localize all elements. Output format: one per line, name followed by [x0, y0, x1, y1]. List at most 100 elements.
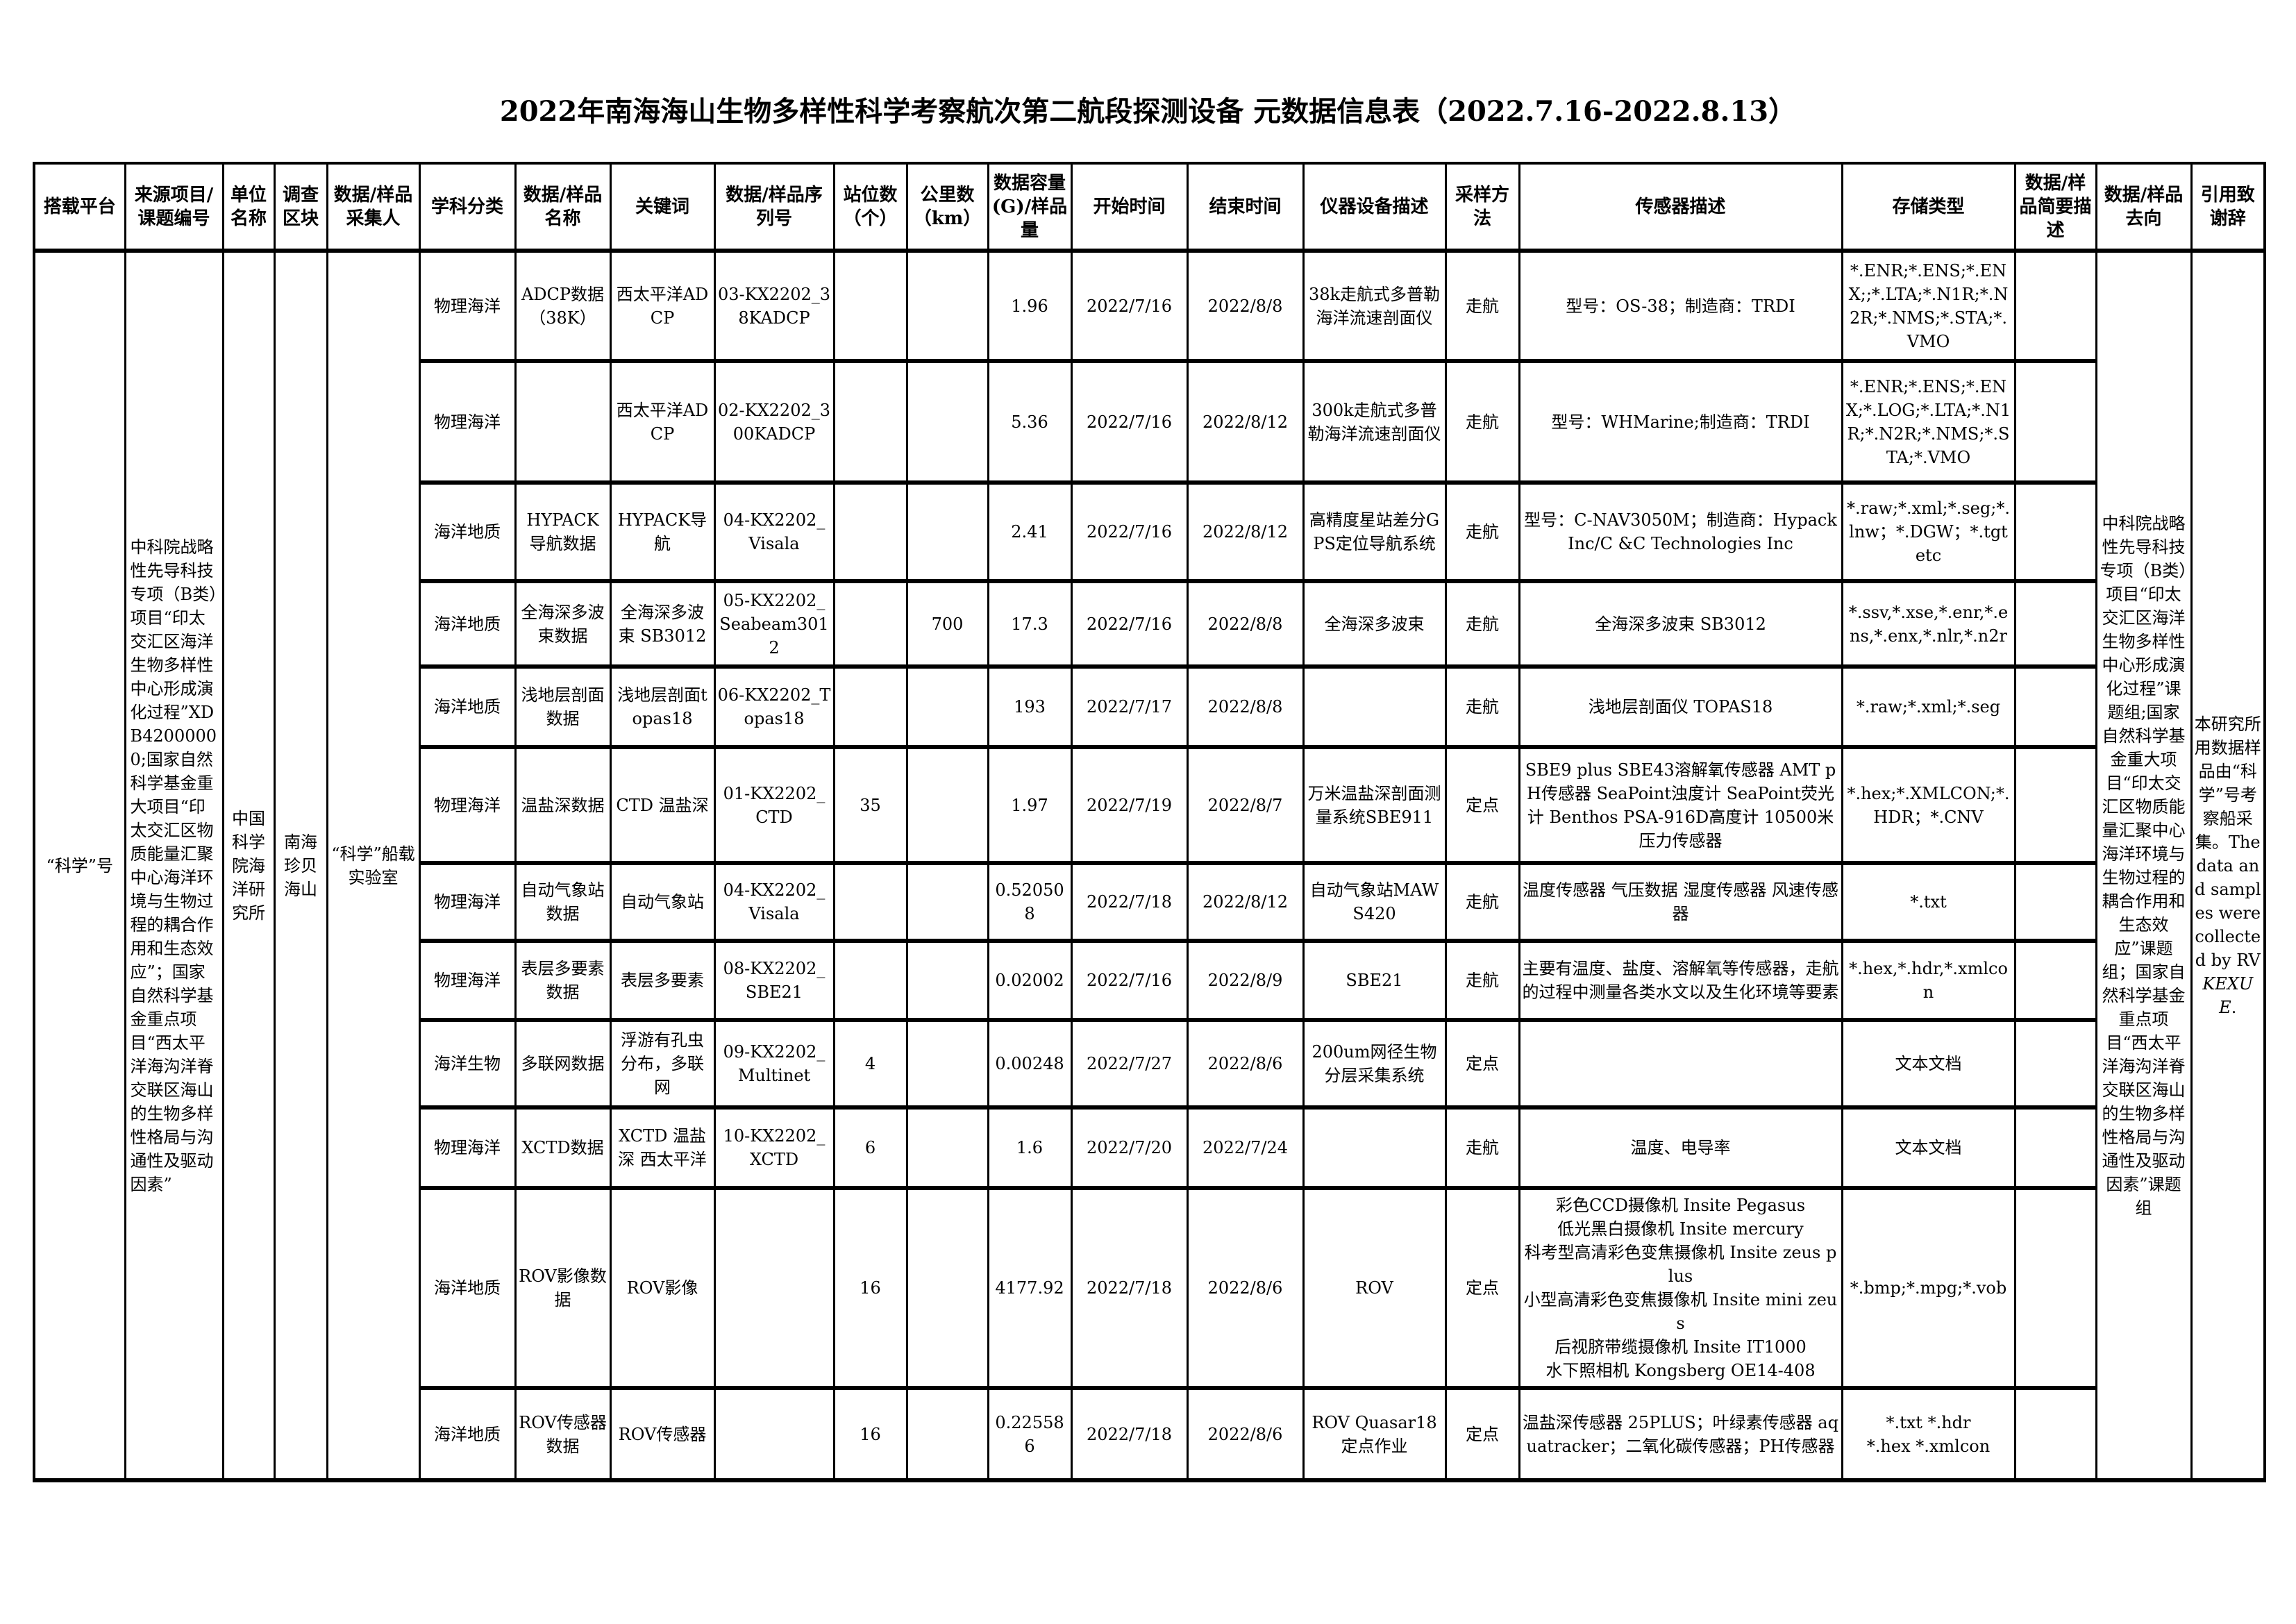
- sensor-cell: 型号：WHMarine;制造商：TRDI: [1518, 360, 1843, 484]
- km-cell: 700: [905, 580, 989, 668]
- instrument-cell: 38k走航式多普勒海洋流速剖面仪: [1302, 249, 1447, 362]
- column-header: 单位名称: [221, 162, 276, 252]
- column-header: 数据/样品名称: [514, 162, 612, 252]
- summary-cell: [2013, 1387, 2097, 1482]
- column-header: 开始时间: [1070, 162, 1189, 252]
- discipline-cell: 海洋地质: [418, 1187, 517, 1389]
- stations-cell: [832, 481, 908, 583]
- discipline-cell: 海洋地质: [418, 665, 517, 748]
- summary-cell: [2013, 1019, 2097, 1109]
- keyword-cell: CTD 温盐深: [609, 746, 716, 864]
- end-date-cell: 2022/8/8: [1186, 249, 1305, 362]
- ship-name-italic: KEXUE: [2202, 973, 2254, 1017]
- start-date-cell: 2022/7/19: [1070, 746, 1189, 864]
- storage-cell: *.raw;*.xml;*.seg: [1841, 665, 2016, 748]
- km-cell: [905, 862, 989, 942]
- stations-cell: [832, 862, 908, 942]
- discipline-cell: 海洋地质: [418, 481, 517, 583]
- serial-cell: 04-KX2202_Visala: [713, 481, 835, 583]
- start-date-cell: 2022/7/18: [1070, 1387, 1189, 1482]
- volume-cell: 17.3: [987, 580, 1073, 668]
- serial-cell: 03-KX2202_38KADCP: [713, 249, 835, 362]
- volume-cell: 0.00248: [987, 1019, 1073, 1109]
- data-name-cell: ADCP数据（38K）: [514, 249, 612, 362]
- sensor-cell: 浅地层剖面仪 TOPAS18: [1518, 665, 1843, 748]
- serial-cell: 09-KX2202_Multinet: [713, 1019, 835, 1109]
- storage-cell: *.hex;*.XMLCON;*.HDR；*.CNV: [1841, 746, 2016, 864]
- method-cell: 走航: [1444, 249, 1520, 362]
- end-date-cell: 2022/8/6: [1186, 1019, 1305, 1109]
- table-row: 海洋地质 浅地层剖面数据 浅地层剖面topas18 06-KX2202_Topas18…: [34, 665, 2265, 748]
- method-cell: 走航: [1444, 580, 1520, 668]
- method-cell: 走航: [1444, 665, 1520, 748]
- volume-cell: 1.97: [987, 746, 1073, 864]
- serial-cell: 06-KX2202_Topas18: [713, 665, 835, 748]
- table-row: 海洋生物 多联网数据 浮游有孔虫分布，多联网 09-KX2202_Multinet 4 0…: [34, 1019, 2265, 1109]
- end-date-cell: 2022/8/6: [1186, 1187, 1305, 1389]
- instrument-cell: ROV: [1302, 1187, 1447, 1389]
- platform-cell: “科学”号: [33, 249, 126, 1482]
- sensor-cell: 主要有温度、盐度、溶解氧等传感器，走航的过程中测量各类水文以及生化环境等要素: [1518, 939, 1843, 1021]
- summary-cell: [2013, 1106, 2097, 1189]
- keyword-cell: 浅地层剖面topas18: [609, 665, 716, 748]
- method-cell: 走航: [1444, 360, 1520, 484]
- summary-cell: [2013, 862, 2097, 942]
- serial-cell: 05-KX2202_Seabeam3012: [713, 580, 835, 668]
- data-name-cell: 全海深多波束数据: [514, 580, 612, 668]
- stations-cell: 35: [832, 746, 908, 864]
- km-cell: [905, 1387, 989, 1482]
- discipline-cell: 物理海洋: [418, 746, 517, 864]
- volume-cell: 0.02002: [987, 939, 1073, 1021]
- data-name-cell: 温盐深数据: [514, 746, 612, 864]
- data-name-cell: 多联网数据: [514, 1019, 612, 1109]
- volume-cell: 1.96: [987, 249, 1073, 362]
- stations-cell: 16: [832, 1387, 908, 1482]
- data-name-cell: HYPACK导航数据: [514, 481, 612, 583]
- method-cell: 走航: [1444, 1106, 1520, 1189]
- stations-cell: 4: [832, 1019, 908, 1109]
- end-date-cell: 2022/8/12: [1186, 862, 1305, 942]
- sensor-cell: 彩色CCD摄像机 Insite Pegasus 低光黑白摄像机 Insite m…: [1518, 1187, 1843, 1389]
- instrument-cell: 万米温盐深剖面测量系统SBE911: [1302, 746, 1447, 864]
- instrument-cell: SBE21: [1302, 939, 1447, 1021]
- serial-cell: [713, 1187, 835, 1389]
- column-header: 关键词: [609, 162, 716, 252]
- km-cell: [905, 746, 989, 864]
- acknowledgement-text: 本研究所用数据样品由“科学”号考察船采集。The data and sample…: [2194, 714, 2261, 970]
- discipline-cell: 物理海洋: [418, 1106, 517, 1189]
- column-header: 数据/样品简要描述: [2013, 162, 2097, 252]
- acknowledgement-end: .: [2231, 997, 2237, 1017]
- sensor-cell: 温度、电导率: [1518, 1106, 1843, 1189]
- storage-cell: *.ENR;*.ENS;*.ENX;*.LOG;*.LTA;*.N1R;*.N2…: [1841, 360, 2016, 484]
- km-cell: [905, 939, 989, 1021]
- serial-cell: 08-KX2202_SBE21: [713, 939, 835, 1021]
- serial-cell: [713, 1387, 835, 1482]
- end-date-cell: 2022/8/6: [1186, 1387, 1305, 1482]
- km-cell: [905, 360, 989, 484]
- instrument-cell: 自动气象站MAWS420: [1302, 862, 1447, 942]
- column-header: 传感器描述: [1518, 162, 1843, 252]
- table-row: 海洋地质 HYPACK导航数据 HYPACK导航 04-KX2202_Visala 2.…: [34, 481, 2265, 583]
- stations-cell: 16: [832, 1187, 908, 1389]
- volume-cell: 1.6: [987, 1106, 1073, 1189]
- storage-cell: *.ssv,*.xse,*.enr,*.ens,*.enx,*.nlr,*.n2…: [1841, 580, 2016, 668]
- serial-cell: 04-KX2202_Visala: [713, 862, 835, 942]
- sensor-cell: 温度传感器 气压数据 湿度传感器 风速传感器: [1518, 862, 1843, 942]
- km-cell: [905, 1019, 989, 1109]
- volume-cell: 2.41: [987, 481, 1073, 583]
- sensor-cell: 温盐深传感器 25PLUS；叶绿素传感器 aquatracker；二氧化碳传感器…: [1518, 1387, 1843, 1482]
- table-row: 物理海洋 XCTD数据 XCTD 温盐深 西太平洋 10-KX2202_XCTD 6 1.…: [34, 1106, 2265, 1189]
- start-date-cell: 2022/7/16: [1070, 939, 1189, 1021]
- column-header: 结束时间: [1186, 162, 1305, 252]
- column-header: 仪器设备描述: [1302, 162, 1447, 252]
- storage-cell: 文本文档: [1841, 1106, 2016, 1189]
- km-cell: [905, 1106, 989, 1189]
- sensor-cell: 型号：C-NAV3050M；制造商：Hypack Inc/C &C Techno…: [1518, 481, 1843, 583]
- keyword-cell: 西太平洋ADCP: [609, 360, 716, 484]
- instrument-cell: 200um网径生物分层采集系统: [1302, 1019, 1447, 1109]
- start-date-cell: 2022/7/18: [1070, 1187, 1189, 1389]
- start-date-cell: 2022/7/18: [1070, 862, 1189, 942]
- column-header: 数据/样品序列号: [713, 162, 835, 252]
- stations-cell: [832, 360, 908, 484]
- keyword-cell: 西太平洋ADCP: [609, 249, 716, 362]
